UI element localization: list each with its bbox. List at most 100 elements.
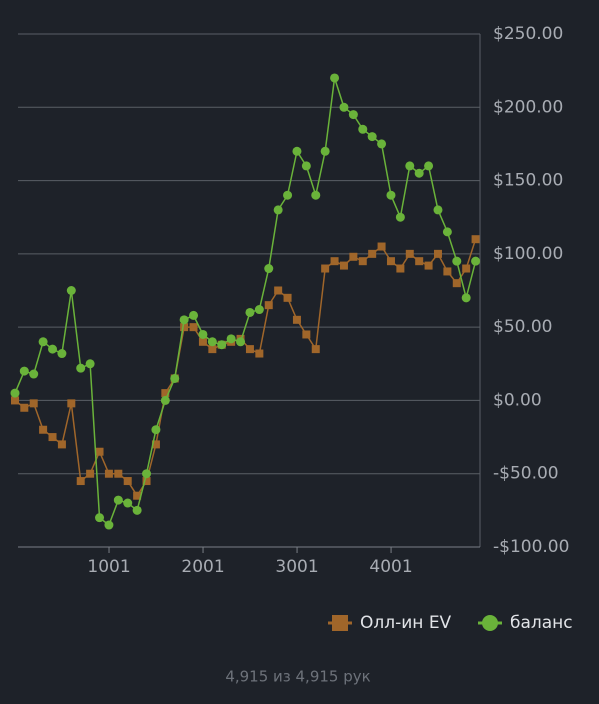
point bbox=[273, 205, 283, 215]
point bbox=[358, 124, 368, 134]
point bbox=[396, 264, 405, 273]
y-tick-label: -$100.00 bbox=[493, 537, 569, 557]
point bbox=[330, 73, 340, 83]
point bbox=[132, 505, 142, 515]
point bbox=[377, 139, 387, 149]
point bbox=[424, 261, 433, 270]
point bbox=[160, 395, 170, 405]
footer: 4,915 из 4,915 рук bbox=[225, 668, 370, 686]
y-tick-label: $0.00 bbox=[493, 390, 542, 410]
point bbox=[321, 264, 330, 273]
point bbox=[113, 495, 123, 505]
point bbox=[19, 366, 29, 376]
y-tick-label: $200.00 bbox=[493, 97, 563, 117]
point bbox=[86, 469, 95, 478]
point bbox=[442, 227, 452, 237]
point bbox=[180, 323, 189, 332]
x-tick-label: 3001 bbox=[275, 557, 318, 577]
point bbox=[104, 469, 113, 478]
point bbox=[161, 389, 170, 398]
point bbox=[66, 286, 76, 295]
point bbox=[123, 498, 133, 508]
point bbox=[255, 349, 264, 358]
point bbox=[377, 242, 386, 251]
point bbox=[339, 261, 348, 270]
point bbox=[320, 146, 330, 156]
point bbox=[217, 340, 227, 350]
point bbox=[10, 388, 20, 398]
legend-label: Олл-ин EV bbox=[360, 613, 452, 633]
point bbox=[264, 301, 273, 310]
y-tick-label: $150.00 bbox=[493, 171, 563, 191]
point bbox=[11, 396, 19, 405]
x-tick-label: 4001 bbox=[369, 557, 412, 577]
point bbox=[67, 399, 76, 408]
point bbox=[452, 279, 461, 288]
point bbox=[301, 161, 311, 171]
point bbox=[226, 334, 236, 344]
point bbox=[198, 329, 208, 339]
legend-marker bbox=[482, 615, 498, 631]
point bbox=[367, 132, 377, 142]
legend-label: баланс bbox=[510, 613, 573, 633]
point bbox=[95, 513, 105, 523]
point bbox=[57, 440, 66, 449]
point bbox=[471, 256, 481, 266]
point bbox=[151, 425, 161, 435]
point bbox=[254, 305, 264, 315]
point bbox=[330, 257, 339, 266]
point bbox=[245, 345, 254, 354]
point bbox=[395, 212, 405, 222]
point bbox=[292, 315, 301, 324]
point bbox=[189, 323, 198, 332]
point bbox=[151, 440, 160, 449]
point bbox=[198, 337, 207, 346]
point bbox=[76, 477, 85, 486]
point bbox=[114, 469, 123, 478]
point bbox=[29, 369, 39, 379]
point bbox=[142, 477, 151, 486]
point bbox=[123, 477, 132, 486]
point bbox=[170, 373, 180, 383]
point bbox=[358, 257, 367, 266]
point bbox=[452, 256, 462, 266]
y-tick-label: $50.00 bbox=[493, 317, 552, 337]
point bbox=[433, 205, 443, 215]
point bbox=[133, 491, 142, 500]
point bbox=[179, 315, 189, 325]
point bbox=[471, 235, 480, 244]
point bbox=[311, 190, 321, 200]
point bbox=[236, 337, 246, 347]
point bbox=[283, 293, 292, 302]
legend-marker bbox=[332, 615, 348, 631]
point bbox=[20, 403, 29, 412]
point bbox=[386, 190, 396, 200]
point bbox=[461, 293, 471, 303]
point bbox=[48, 344, 58, 354]
point bbox=[57, 349, 67, 359]
point bbox=[424, 161, 434, 171]
point bbox=[38, 337, 48, 347]
point bbox=[208, 345, 217, 354]
point bbox=[283, 190, 293, 200]
point bbox=[348, 110, 358, 120]
point bbox=[274, 286, 283, 295]
point bbox=[48, 433, 57, 442]
y-tick-label: $100.00 bbox=[493, 244, 563, 264]
point bbox=[368, 249, 377, 258]
x-tick-label: 1001 bbox=[87, 557, 130, 577]
point bbox=[39, 425, 48, 434]
point bbox=[405, 161, 415, 171]
point bbox=[311, 345, 320, 354]
point bbox=[189, 310, 199, 320]
point bbox=[264, 264, 274, 274]
point bbox=[104, 520, 114, 530]
point bbox=[245, 307, 255, 317]
point bbox=[386, 257, 395, 266]
point bbox=[142, 469, 152, 479]
point bbox=[443, 267, 452, 276]
point bbox=[29, 399, 38, 408]
y-tick-label: $250.00 bbox=[493, 24, 563, 44]
